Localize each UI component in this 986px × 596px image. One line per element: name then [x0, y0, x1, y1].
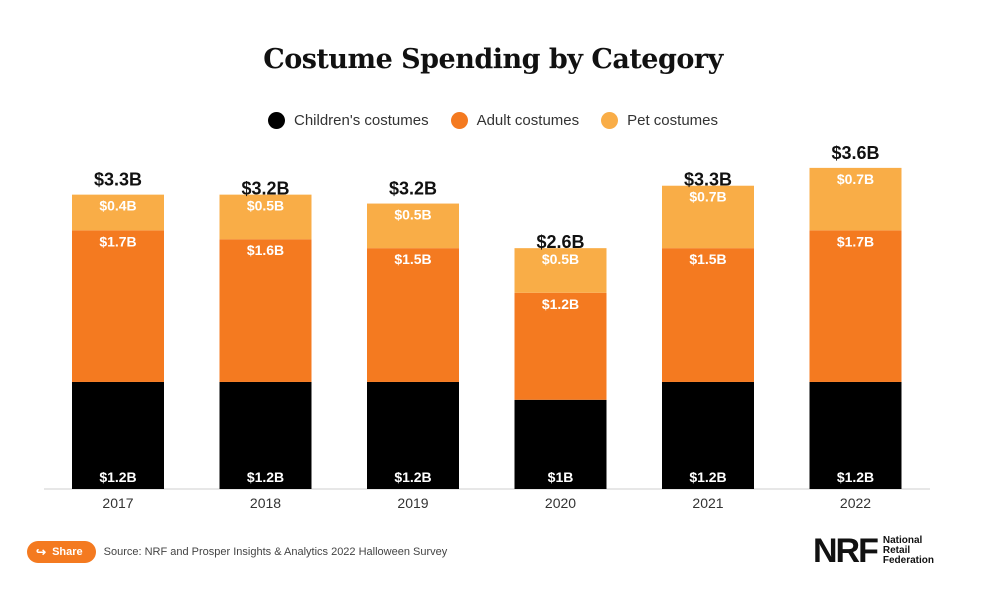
data-label: $1.2B — [689, 469, 726, 485]
legend-item: Adult costumes — [450, 112, 580, 129]
x-tick-label: 2021 — [692, 495, 723, 511]
x-tick-label: 2022 — [840, 495, 871, 511]
total-label: $3.6B — [831, 143, 879, 163]
legend-label: Adult costumes — [476, 112, 580, 129]
chart-title: Costume Spending by Category — [263, 44, 723, 75]
legend-swatch — [267, 112, 285, 129]
legend-swatch — [601, 112, 619, 129]
bar-segment — [367, 248, 459, 382]
data-label: $1.2B — [542, 296, 579, 312]
data-label: $1.7B — [837, 233, 874, 249]
bar-segment — [662, 185, 754, 249]
share-icon: ↪ — [36, 545, 47, 559]
data-label: $1B — [548, 469, 574, 485]
source-text: Source: NRF and Prosper Insights & Analy… — [103, 546, 448, 558]
legend-label: Pet costumes — [627, 112, 718, 129]
footer: ↪ Share Source: NRF and Prosper Insights… — [27, 541, 447, 563]
total-label: $3.3B — [94, 170, 142, 190]
data-label: $0.4B — [99, 198, 136, 214]
bar-segment — [219, 239, 312, 382]
legend-swatch — [450, 112, 468, 129]
nrf-logo-line: Federation — [882, 555, 935, 566]
bar-segment — [72, 381, 164, 489]
legend-item: Pet costumes — [601, 112, 718, 129]
data-label: $0.5B — [394, 207, 431, 223]
bar-segment — [219, 381, 312, 489]
nrf-logo-line: National — [882, 535, 923, 546]
x-tick-label: 2019 — [397, 495, 428, 511]
nrf-logo-mark: NRF — [813, 532, 879, 570]
data-label: $1.2B — [247, 469, 284, 485]
bar-segment — [662, 248, 754, 382]
bar-segment — [72, 230, 164, 382]
total-label: $2.6B — [536, 232, 584, 252]
share-label: Share — [52, 546, 83, 558]
data-label: $1.5B — [394, 251, 431, 267]
data-label: $0.5B — [247, 198, 284, 214]
nrf-logo-line: Retail — [882, 545, 911, 556]
x-tick-label: 2018 — [250, 495, 281, 511]
legend: Children's costumes Adult costumes Pet cos… — [0, 112, 986, 129]
data-label: $1.2B — [99, 469, 136, 485]
nrf-logo-name: National Retail Federation — [883, 536, 953, 566]
bar-segment — [514, 292, 607, 400]
total-label: $3.3B — [684, 170, 732, 190]
bar-segment — [809, 167, 902, 231]
bar-segment — [367, 381, 459, 489]
bar-segment — [367, 203, 459, 249]
nrf-logo: NRF National Retail Federation — [813, 534, 953, 568]
bar-segment — [662, 381, 754, 489]
total-label: $3.2B — [241, 179, 289, 199]
bar-segment — [72, 194, 164, 231]
data-label: $0.7B — [689, 189, 726, 205]
data-label: $1.6B — [247, 242, 284, 258]
data-label: $1.2B — [837, 469, 874, 485]
data-label: $1.7B — [99, 233, 136, 249]
legend-label: Children's costumes — [293, 112, 429, 129]
x-tick-label: 2017 — [102, 495, 133, 511]
share-button[interactable]: ↪ Share — [27, 541, 96, 563]
bar-segment — [809, 230, 902, 382]
data-label: $1.5B — [689, 251, 726, 267]
legend-item: Children's costumes — [267, 112, 429, 129]
data-label: $0.5B — [542, 251, 579, 267]
bar-segment — [809, 381, 902, 489]
total-label: $3.2B — [389, 179, 437, 199]
data-label: $0.7B — [837, 171, 874, 187]
x-tick-label: 2020 — [545, 495, 576, 511]
bar-segment — [514, 248, 607, 293]
bar-segment — [219, 194, 312, 240]
bar-segment — [514, 399, 607, 489]
data-label: $1.2B — [394, 469, 431, 485]
